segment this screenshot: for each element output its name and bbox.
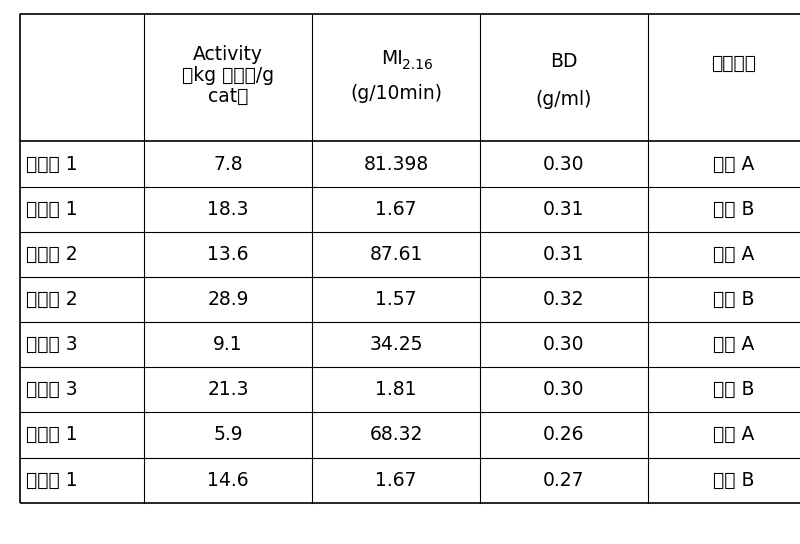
- Text: 68.32: 68.32: [370, 425, 422, 444]
- Text: 实施例 1: 实施例 1: [26, 200, 78, 219]
- Text: 0.30: 0.30: [543, 380, 585, 399]
- Text: 0.31: 0.31: [543, 245, 585, 264]
- Text: 乙烯 A: 乙烯 A: [714, 154, 754, 174]
- Text: 对比例 1: 对比例 1: [26, 425, 78, 444]
- Text: 乙烯 B: 乙烯 B: [714, 200, 754, 219]
- Text: 34.25: 34.25: [370, 335, 422, 354]
- Text: 实施例 2: 实施例 2: [26, 290, 78, 309]
- Text: BD: BD: [550, 52, 578, 71]
- Text: 聚合种类: 聚合种类: [711, 54, 757, 73]
- Text: (g/10min): (g/10min): [350, 84, 442, 103]
- Text: 实施例 3: 实施例 3: [26, 380, 78, 399]
- Text: 实施例 3: 实施例 3: [26, 335, 78, 354]
- Text: 乙烯 B: 乙烯 B: [714, 380, 754, 399]
- Text: 28.9: 28.9: [207, 290, 249, 309]
- Text: 0.30: 0.30: [543, 335, 585, 354]
- Text: 13.6: 13.6: [207, 245, 249, 264]
- Text: 0.26: 0.26: [543, 425, 585, 444]
- Text: 14.6: 14.6: [207, 471, 249, 490]
- Text: （kg 聚合物/g: （kg 聚合物/g: [182, 66, 274, 85]
- Text: 乙烯 A: 乙烯 A: [714, 245, 754, 264]
- Text: 乙烯 A: 乙烯 A: [714, 335, 754, 354]
- Text: 0.31: 0.31: [543, 200, 585, 219]
- Text: MI: MI: [382, 49, 403, 68]
- Text: cat）: cat）: [208, 86, 248, 106]
- Text: 1.67: 1.67: [375, 471, 417, 490]
- Text: 0.30: 0.30: [543, 154, 585, 174]
- Text: 9.1: 9.1: [213, 335, 243, 354]
- Text: 1.81: 1.81: [375, 380, 417, 399]
- Text: 1.67: 1.67: [375, 200, 417, 219]
- Text: 乙烯 B: 乙烯 B: [714, 471, 754, 490]
- Text: 0.32: 0.32: [543, 290, 585, 309]
- Text: 实施例 1: 实施例 1: [26, 154, 78, 174]
- Text: (g/ml): (g/ml): [536, 90, 592, 109]
- Text: 18.3: 18.3: [207, 200, 249, 219]
- Text: 81.398: 81.398: [363, 154, 429, 174]
- Text: 7.8: 7.8: [213, 154, 243, 174]
- Text: 2.16: 2.16: [402, 58, 434, 72]
- Text: 乙烯 A: 乙烯 A: [714, 425, 754, 444]
- Text: 乙烯 B: 乙烯 B: [714, 290, 754, 309]
- Text: 对比例 1: 对比例 1: [26, 471, 78, 490]
- Text: 5.9: 5.9: [213, 425, 243, 444]
- Text: 21.3: 21.3: [207, 380, 249, 399]
- Text: 87.61: 87.61: [370, 245, 422, 264]
- Text: 0.27: 0.27: [543, 471, 585, 490]
- Text: 1.57: 1.57: [375, 290, 417, 309]
- Text: Activity: Activity: [193, 45, 263, 64]
- Text: 实施例 2: 实施例 2: [26, 245, 78, 264]
